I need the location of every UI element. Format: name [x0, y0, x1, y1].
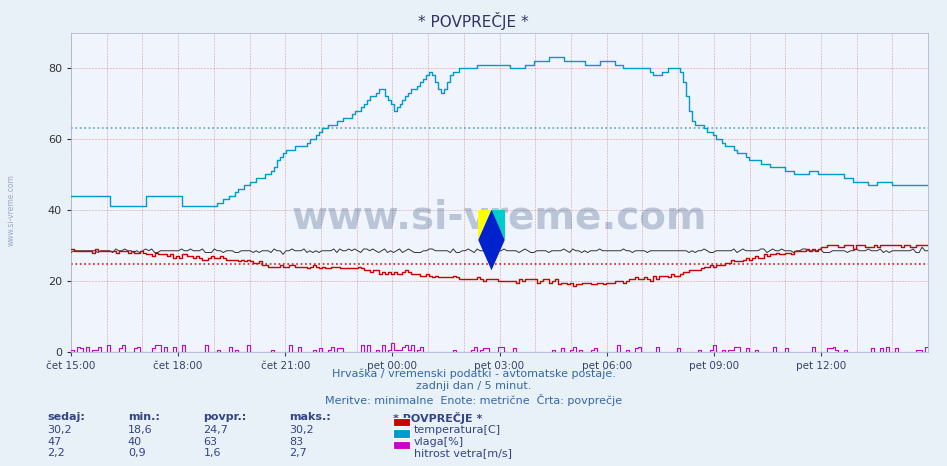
Text: 2,2: 2,2 [47, 448, 65, 458]
Text: 47: 47 [47, 437, 62, 446]
Polygon shape [478, 210, 491, 240]
Text: temperatura[C]: temperatura[C] [414, 425, 501, 435]
Text: Hrvaška / vremenski podatki - avtomatske postaje.: Hrvaška / vremenski podatki - avtomatske… [331, 368, 616, 379]
Text: 63: 63 [204, 437, 218, 446]
Polygon shape [478, 210, 505, 270]
Text: Meritve: minimalne  Enote: metrične  Črta: povprečje: Meritve: minimalne Enote: metrične Črta:… [325, 394, 622, 406]
Text: 0,9: 0,9 [128, 448, 146, 458]
Text: zadnji dan / 5 minut.: zadnji dan / 5 minut. [416, 381, 531, 391]
Text: 24,7: 24,7 [204, 425, 228, 435]
Polygon shape [491, 210, 505, 240]
Text: 83: 83 [289, 437, 303, 446]
Text: vlaga[%]: vlaga[%] [414, 437, 464, 446]
Text: * POVPREČJE *: * POVPREČJE * [419, 12, 528, 30]
Text: 30,2: 30,2 [47, 425, 72, 435]
Text: 40: 40 [128, 437, 142, 446]
Text: maks.:: maks.: [289, 412, 331, 422]
Text: 18,6: 18,6 [128, 425, 152, 435]
Text: min.:: min.: [128, 412, 160, 422]
Text: www.si-vreme.com: www.si-vreme.com [7, 174, 16, 246]
Text: 30,2: 30,2 [289, 425, 313, 435]
Text: hitrost vetra[m/s]: hitrost vetra[m/s] [414, 448, 511, 458]
Text: sedaj:: sedaj: [47, 412, 85, 422]
Text: * POVPREČJE *: * POVPREČJE * [393, 412, 482, 425]
Text: povpr.:: povpr.: [204, 412, 247, 422]
Text: 2,7: 2,7 [289, 448, 307, 458]
Text: www.si-vreme.com: www.si-vreme.com [292, 199, 707, 237]
Text: 1,6: 1,6 [204, 448, 221, 458]
